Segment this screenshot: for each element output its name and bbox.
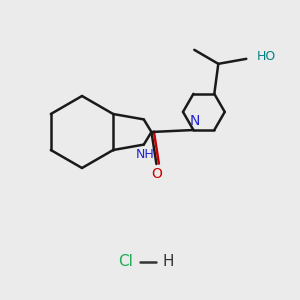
Text: N: N [189,114,200,128]
Text: HO: HO [256,50,276,63]
Text: O: O [151,167,162,181]
Text: NH: NH [135,148,154,161]
Text: Cl: Cl [118,254,134,269]
Text: H: H [162,254,174,269]
